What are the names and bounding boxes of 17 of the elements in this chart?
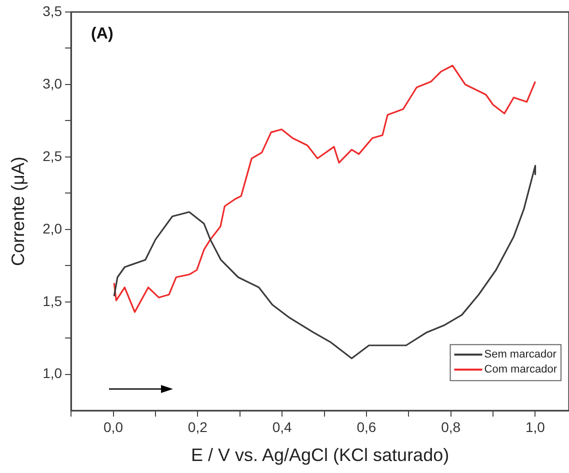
annotation: (A) [91, 25, 114, 42]
y-tick-label: 2,5 [42, 148, 62, 164]
x-tick-label: 0,8 [441, 418, 461, 435]
y-tick-label: 1,0 [42, 365, 62, 382]
x-tick-label: 0,0 [104, 418, 124, 435]
x-tick-label: 0,4 [272, 418, 292, 435]
x-tick-label: 0,6 [356, 418, 376, 435]
legend-label: Com marcador [484, 364, 558, 376]
x-axis-title: E / V vs. Ag/AgCl (KCl saturado) [190, 445, 450, 466]
y-tick-label: 2,0 [42, 220, 62, 236]
y-tick-label: 1,5 [42, 292, 62, 309]
legend-label: Sem marcador [484, 348, 557, 361]
x-tick-label: 0,2 [188, 418, 208, 435]
y-tick-label: 3,5 [42, 2, 62, 19]
y-tick-label: 3,0 [42, 75, 62, 92]
x-tick-label: 1,0 [526, 418, 546, 435]
y-axis-title: Corrente (μA) [8, 156, 28, 266]
